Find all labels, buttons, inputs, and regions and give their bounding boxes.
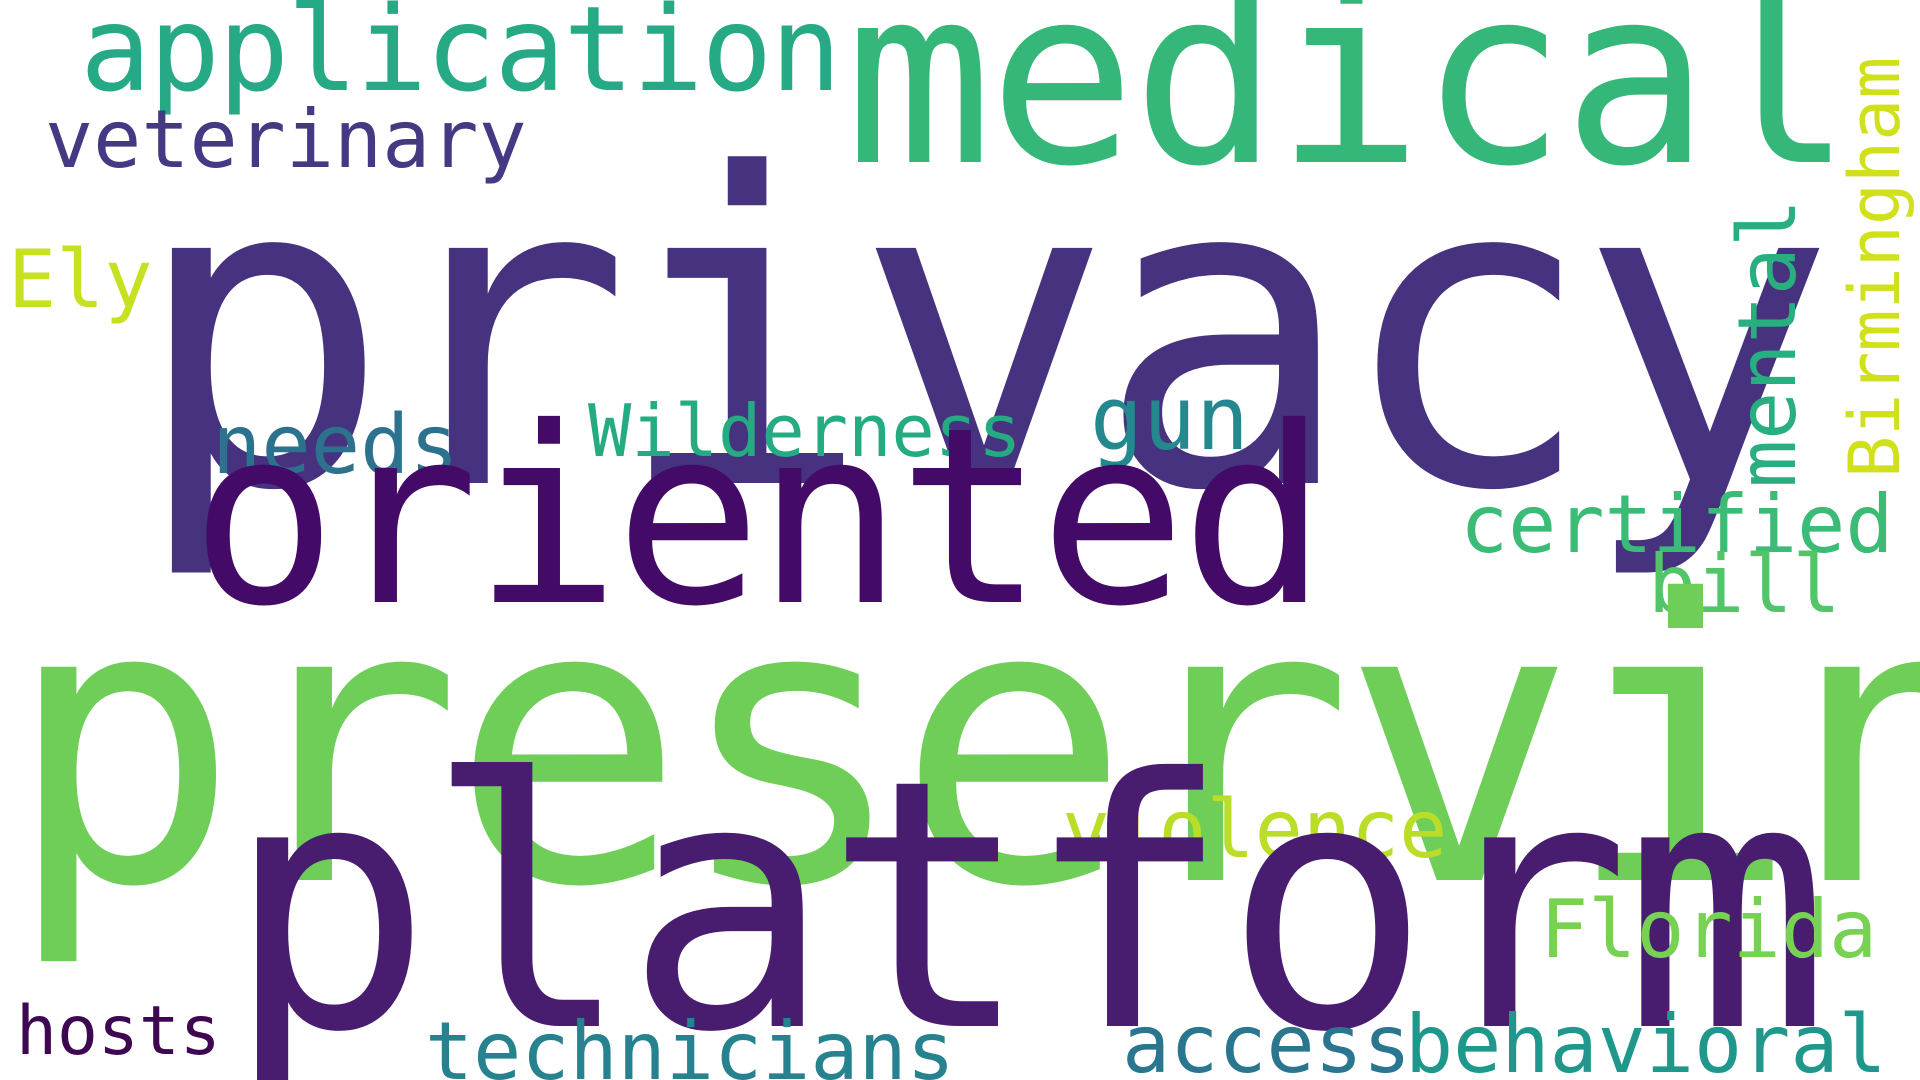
- word-medical: medical: [845, 0, 1854, 220]
- word-veterinary: veterinary: [45, 93, 527, 186]
- word-behavioral: behavioral: [1405, 998, 1887, 1080]
- word-application: application: [80, 0, 841, 118]
- word-birmingham: Birmingham: [1834, 56, 1916, 478]
- word-ely: Ely: [8, 233, 153, 326]
- word-technicians: technicians: [425, 1005, 955, 1080]
- word-wilderness: Wilderness: [588, 389, 1022, 473]
- word-certified: certified: [1460, 478, 1894, 571]
- word-preserving: preserving: [5, 518, 1920, 972]
- word-mental: mental: [1721, 199, 1814, 488]
- word-access: access: [1122, 998, 1411, 1080]
- word-platform: platform: [225, 707, 1831, 1080]
- word-needs: needs: [212, 398, 459, 493]
- word-violence: violence: [1062, 783, 1448, 876]
- word-hosts: hosts: [16, 992, 221, 1071]
- word-bill: bill: [1648, 538, 1841, 631]
- word-gun: gun: [1090, 367, 1249, 470]
- word-oriented: oriented: [190, 375, 1328, 660]
- word-privacy: privacy: [132, 85, 1836, 585]
- word-florida: Florida: [1540, 883, 1878, 976]
